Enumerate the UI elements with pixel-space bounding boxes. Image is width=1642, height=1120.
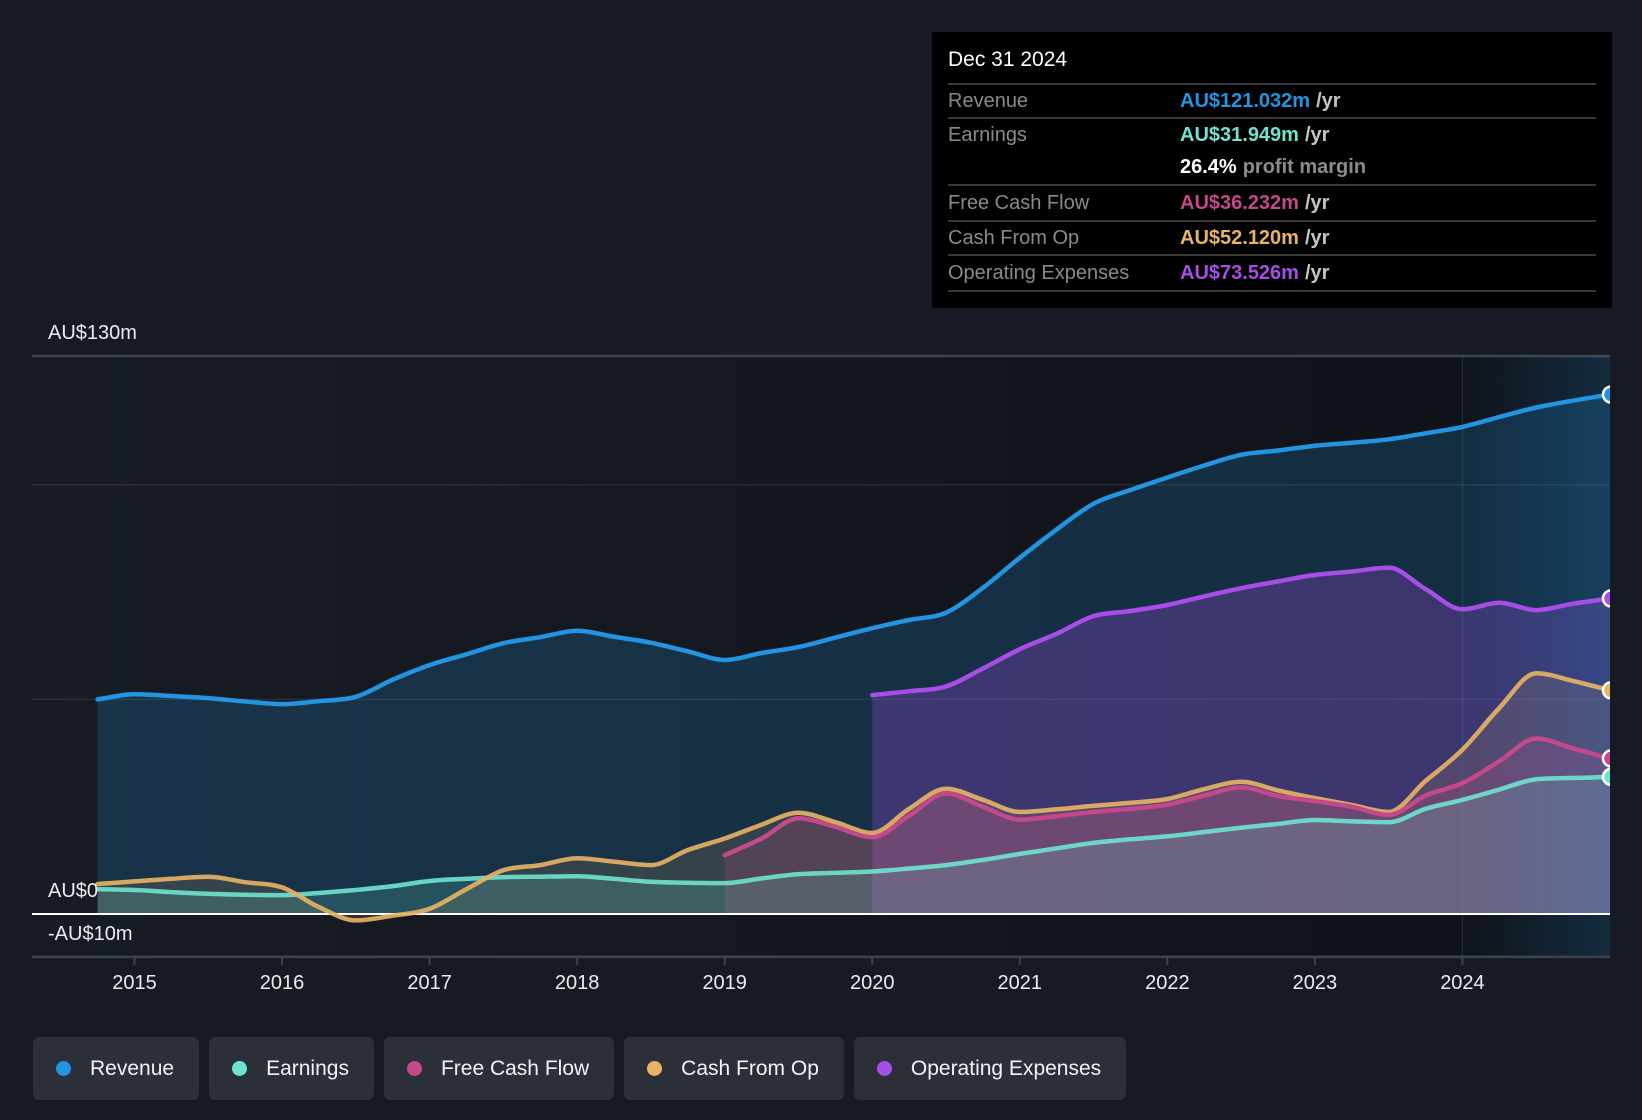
axes: 2015 2016 2017 2018 2019 2020 2021 2022 2023 2024… bbox=[32, 322, 1610, 994]
earnings-end-marker[interactable] bbox=[1601, 767, 1619, 787]
x-tick-label: 2016 bbox=[260, 972, 305, 994]
legend-label: Earnings bbox=[266, 1056, 349, 1080]
highlight-region bbox=[1461, 356, 1610, 957]
tooltip-unit: /yr bbox=[1304, 226, 1330, 249]
legend-dot-icon bbox=[876, 1061, 892, 1076]
cash-from-op-end-marker[interactable] bbox=[1601, 681, 1619, 700]
chart-legend: Revenue Earnings Free Cash Flow Cash Fro… bbox=[33, 1037, 1127, 1100]
free-cash-flow-line bbox=[722, 736, 1610, 858]
tooltip-unit: /yr bbox=[1304, 261, 1330, 284]
legend-label: Cash From Op bbox=[681, 1056, 819, 1080]
y-tick-label: AU$0 bbox=[48, 880, 98, 902]
tooltip-label: Free Cash Flow bbox=[948, 191, 1090, 214]
tooltip-profit-margin: 26.4% profit margin bbox=[948, 151, 1596, 183]
tooltip-row-cash-from-op: Cash From Op AU$52.120m /yr bbox=[948, 220, 1596, 254]
x-tick-label: 2024 bbox=[1440, 972, 1485, 994]
earnings-line bbox=[95, 774, 1610, 898]
legend-label: Operating Expenses bbox=[910, 1056, 1102, 1080]
series-end-markers bbox=[1601, 385, 1619, 787]
legend-item-operating-expenses[interactable]: Operating Expenses bbox=[853, 1037, 1127, 1100]
x-tick-label: 2015 bbox=[112, 972, 157, 994]
tooltip-unit: /yr bbox=[1304, 123, 1330, 146]
legend-dot-icon bbox=[56, 1061, 71, 1076]
tooltip-value: AU$121.032m bbox=[1180, 89, 1311, 112]
revenue-end-marker[interactable] bbox=[1601, 385, 1619, 404]
legend-item-free-cash-flow[interactable]: Free Cash Flow bbox=[383, 1037, 615, 1100]
plot-background bbox=[32, 356, 1610, 957]
legend-dot-icon bbox=[647, 1061, 663, 1076]
y-tick-label: AU$130m bbox=[48, 322, 137, 344]
tooltip-unit: profit margin bbox=[1242, 155, 1367, 178]
tooltip-row-free-cash-flow: Free Cash Flow AU$36.232m /yr bbox=[948, 184, 1596, 220]
legend-item-earnings[interactable]: Earnings bbox=[209, 1037, 374, 1100]
x-tick-label: 2022 bbox=[1145, 972, 1190, 994]
hover-tooltip: Dec 31 2024 Revenue AU$121.032m /yr Earn… bbox=[932, 32, 1612, 308]
x-tick-label: 2020 bbox=[850, 972, 895, 994]
free-cash-flow-end-marker[interactable] bbox=[1601, 749, 1619, 768]
legend-label: Free Cash Flow bbox=[440, 1056, 590, 1080]
legend-dot-icon bbox=[232, 1061, 248, 1076]
operating-expenses-end-marker[interactable] bbox=[1601, 589, 1619, 608]
x-tick-label: 2021 bbox=[998, 972, 1043, 994]
x-tick-label: 2019 bbox=[702, 972, 747, 994]
tooltip-value: 26.4% bbox=[1180, 155, 1237, 178]
tooltip-value: AU$73.526m bbox=[1180, 261, 1299, 284]
cash-from-op-area bbox=[97, 673, 1610, 921]
x-tick-label: 2023 bbox=[1293, 972, 1338, 994]
series-lines bbox=[95, 392, 1610, 923]
tooltip-label: Earnings bbox=[948, 123, 1027, 146]
gridlines bbox=[32, 354, 1610, 701]
legend-item-revenue[interactable]: Revenue bbox=[33, 1037, 200, 1100]
highlight-band bbox=[1462, 356, 1610, 957]
y-tick-label: -AU$10m bbox=[48, 923, 132, 945]
tooltip-value: AU$52.120m bbox=[1180, 226, 1299, 249]
tooltip-unit: /yr bbox=[1304, 191, 1330, 214]
revenue-line bbox=[95, 392, 1610, 707]
tooltip-row-operating-expenses: Operating Expenses AU$73.526m /yr bbox=[948, 254, 1596, 292]
tooltip-label: Revenue bbox=[948, 89, 1029, 112]
tooltip-label: Cash From Op bbox=[948, 226, 1080, 249]
x-tick-label: 2018 bbox=[555, 972, 600, 994]
tooltip-unit: /yr bbox=[1316, 89, 1341, 112]
tooltip-row-revenue: Revenue AU$121.032m /yr bbox=[948, 83, 1596, 117]
legend-item-cash-from-op[interactable]: Cash From Op bbox=[624, 1037, 844, 1100]
x-tick-label: 2017 bbox=[407, 972, 452, 994]
tooltip-label: Operating Expenses bbox=[948, 261, 1130, 284]
tooltip-row-earnings: Earnings AU$31.949m /yr 26.4% profit mar… bbox=[948, 117, 1596, 184]
free-cash-flow-area bbox=[724, 738, 1610, 914]
tooltip-date: Dec 31 2024 bbox=[948, 48, 1068, 71]
legend-label: Revenue bbox=[90, 1056, 175, 1080]
tooltip-value: AU$31.949m bbox=[1180, 123, 1299, 146]
tooltip-value: AU$36.232m bbox=[1180, 191, 1299, 214]
operating-expenses-line bbox=[870, 565, 1610, 698]
legend-dot-icon bbox=[406, 1061, 422, 1076]
operating-expenses-area bbox=[872, 567, 1610, 914]
